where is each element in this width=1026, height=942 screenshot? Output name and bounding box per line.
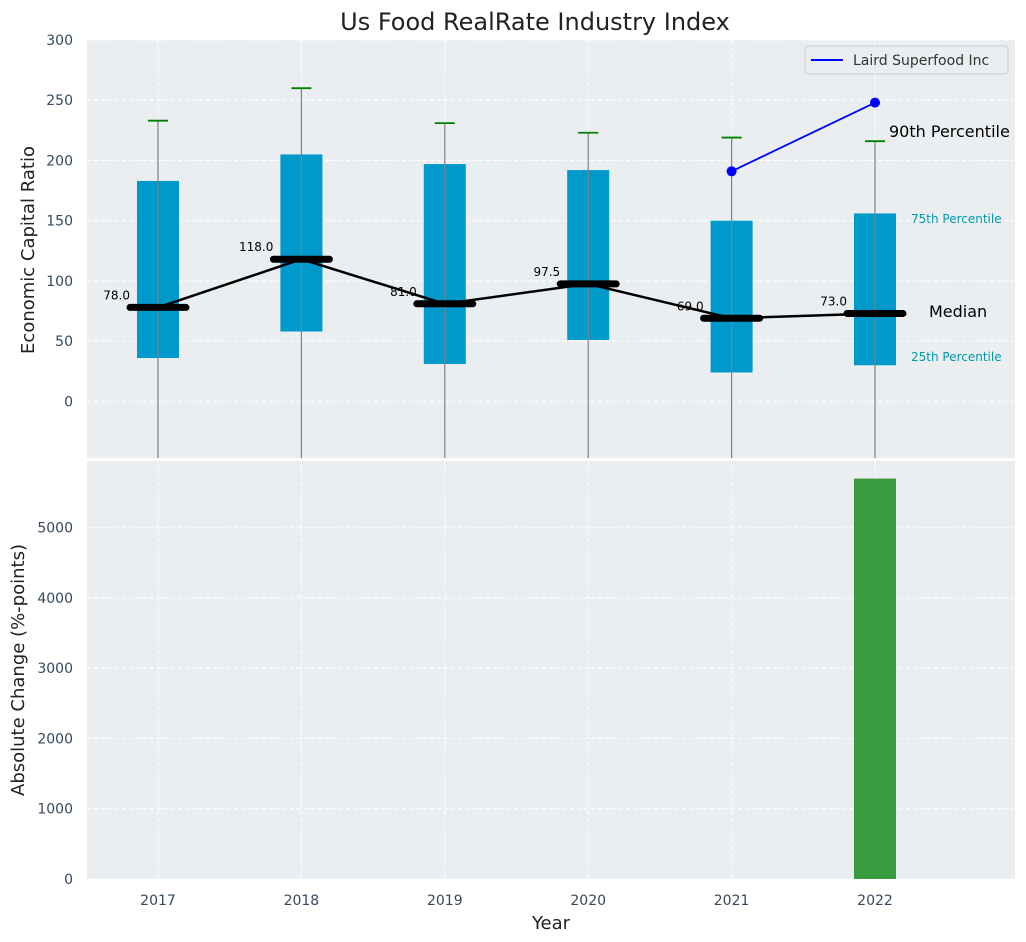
- series-point-2022: [870, 97, 880, 108]
- x-tick-label: 2018: [284, 893, 320, 909]
- top-grid: [87, 39, 1015, 458]
- series-point-2021: [726, 166, 737, 177]
- annotation-90th: 90th Percentile: [889, 122, 1010, 141]
- x-tick-label: 2019: [427, 893, 463, 909]
- top-y-tick-label: 300: [46, 33, 73, 49]
- bottom-y-tick-label: 1000: [37, 802, 73, 818]
- bottom-y-tick-label: 2000: [37, 731, 73, 747]
- x-tick-label: 2021: [714, 893, 750, 909]
- median-label-2020: 97.5: [533, 265, 560, 279]
- bottom-y-axis-label: Absolute Change (%-points): [8, 544, 29, 796]
- bottom-y-tick-label: 4000: [37, 591, 73, 607]
- annotation-25th: 25th Percentile: [911, 350, 1002, 364]
- median-label-2018: 118.0: [239, 240, 273, 254]
- top-y-tick-label: 100: [46, 274, 73, 290]
- median-trend-line: [157, 257, 876, 320]
- bottom-y-tick-label: 5000: [37, 521, 73, 537]
- x-tick-label: 2020: [570, 893, 606, 909]
- top-y-tick-label: 200: [46, 153, 73, 169]
- annotation-75th: 75th Percentile: [911, 212, 1002, 226]
- x-axis-label: Year: [531, 913, 571, 934]
- x-tick-label: 2022: [857, 893, 893, 909]
- median-label-2022: 73.0: [820, 294, 847, 308]
- chart-title: Us Food RealRate Industry Index: [340, 8, 730, 36]
- legend: Laird Superfood Inc: [804, 45, 1009, 75]
- top-y-tick-label: 150: [46, 214, 73, 230]
- bottom-y-tick-labels: 0 1000 2000 3000 4000 5000: [37, 521, 73, 888]
- top-y-tick-label: 0: [64, 394, 73, 410]
- bottom-y-tick-label: 3000: [37, 661, 73, 677]
- series-line-laird-superfood: [731, 101, 876, 173]
- x-tick-labels: 2017 2018 2019 2020 2021 2022: [140, 893, 893, 909]
- legend-label: Laird Superfood Inc: [853, 53, 989, 69]
- annotation-median: Median: [929, 302, 987, 321]
- top-y-tick-labels: 0 50 100 150 200 250 300: [46, 33, 73, 410]
- top-y-tick-label: 50: [55, 334, 73, 350]
- x-tick-label: 2017: [140, 893, 176, 909]
- top-y-axis-label: Economic Capital Ratio: [18, 146, 39, 354]
- bottom-y-tick-label: 0: [64, 872, 73, 888]
- legend-box: [804, 45, 1009, 75]
- bottom-marks: [854, 478, 896, 879]
- median-label-2017: 78.0: [103, 288, 130, 302]
- top-y-tick-label: 250: [46, 93, 73, 109]
- change-bar-2022: [854, 478, 896, 879]
